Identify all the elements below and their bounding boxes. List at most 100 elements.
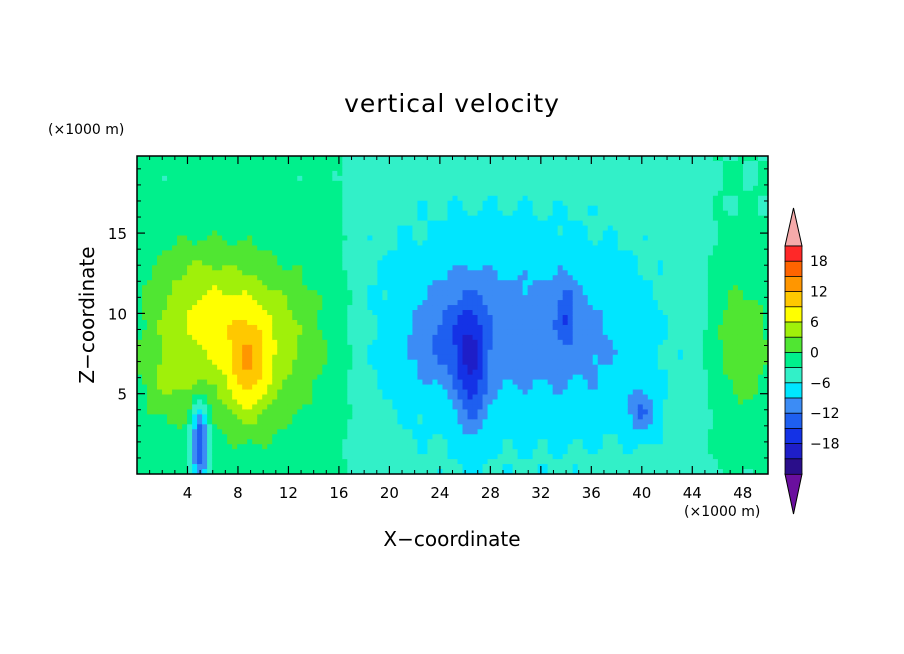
contour-cell [472,419,479,425]
contour-cell [322,414,328,420]
contour-cell [407,165,414,172]
contour-cell [402,374,409,381]
contour-cell [462,374,469,381]
contour-cell [407,464,414,470]
contour-cell [277,295,283,301]
contour-cell [217,170,223,177]
contour-cell [192,379,198,386]
contour-cell [362,444,368,450]
contour-cell [447,399,454,406]
contour-cell [292,459,298,465]
contour-cell [232,454,238,460]
contour-cell [387,424,394,430]
contour-cell [517,394,524,401]
contour-cell [292,190,298,197]
contour-cell [482,175,489,182]
contour-cell [287,220,293,227]
contour-cell [197,389,203,396]
contour-cell [462,449,469,455]
contour-cell [272,190,278,197]
contour-cell [157,399,163,406]
contour-cell [512,300,519,306]
contour-cell [477,404,484,411]
contour-cell [252,160,258,167]
contour-cell [142,449,148,455]
contour-cell [447,319,454,326]
contour-cell [457,200,464,207]
contour-cell [302,444,308,450]
contour-cell [377,444,383,450]
contour-cell [512,195,519,202]
contour-cell [482,379,489,386]
contour-cell [467,424,474,430]
contour-cell [392,404,399,411]
contour-cell [432,215,439,222]
contour-cell [472,434,479,440]
contour-cell [282,205,288,212]
contour-cell [522,175,529,182]
contour-cell [282,394,288,401]
contour-cell [297,384,303,391]
contour-cell [472,399,479,406]
contour-cell [187,389,193,396]
contour-cell [252,329,258,336]
contour-cell [192,275,198,281]
contour-cell [312,245,318,252]
contour-cell [157,389,163,396]
contour-cell [437,419,444,425]
contour-cell [522,469,529,474]
contour-cell [212,185,218,192]
contour-cell [177,185,183,192]
contour-cell [242,295,248,301]
contour-cell [247,210,253,217]
contour-cell [297,434,303,440]
contour-cell [157,449,163,455]
contour-cell [497,459,504,465]
contour-cell [442,305,449,311]
contour-cell [372,359,378,366]
contour-cell [292,285,298,291]
contour-cell [452,394,459,401]
contour-cell [182,419,188,425]
contour-cell [277,230,283,237]
contour-cell [417,379,424,386]
contour-cell [172,240,178,247]
contour-cell [437,270,444,276]
contour-cell [282,439,288,445]
contour-cell [447,260,454,266]
contour-cell [322,295,328,301]
contour-cell [387,404,394,411]
contour-cell [492,469,499,474]
contour-cell [237,185,243,192]
contour-cell [147,210,153,217]
contour-cell [322,454,328,460]
contour-cell [322,409,328,415]
contour-cell [177,295,183,301]
contour-cell [157,205,163,212]
contour-cell [462,384,469,391]
contour-cell [482,170,489,177]
contour-cell [272,185,278,192]
contour-cell [502,310,509,316]
contour-cell [332,170,338,177]
contour-cell [437,165,444,172]
contour-cell [297,170,303,177]
contour-cell [387,434,394,440]
contour-cell [462,379,469,386]
contour-cell [342,369,348,376]
contour-cell [522,399,529,406]
contour-cell [192,434,198,440]
contour-cell [497,324,504,331]
contour-cell [292,235,298,242]
contour-cell [377,379,383,386]
contour-cell [302,195,308,202]
contour-cell [152,270,158,276]
contour-cell [337,280,343,286]
contour-cell [517,220,524,227]
contour-cell [207,349,213,356]
contour-cell [357,404,363,411]
contour-cell [422,399,429,406]
contour-cell [192,210,198,217]
contour-cell [252,225,258,232]
contour-cell [497,160,504,167]
